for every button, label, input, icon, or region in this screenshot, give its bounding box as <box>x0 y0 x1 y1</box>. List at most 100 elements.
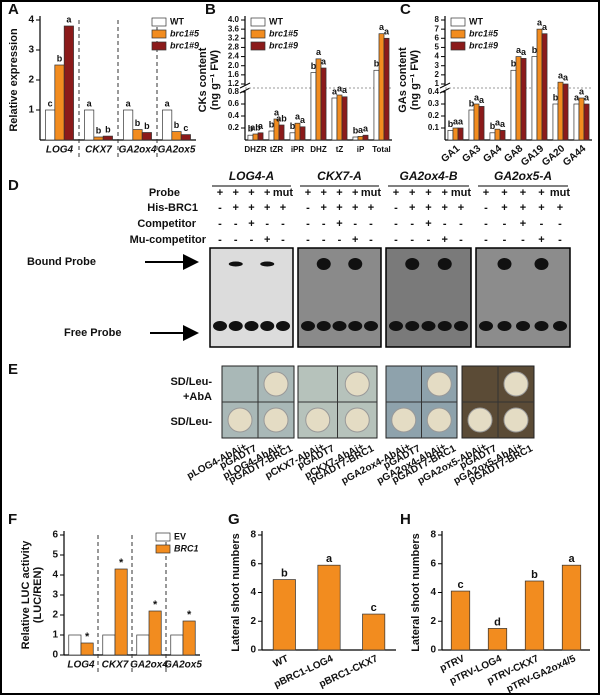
significance-letter: b <box>374 59 380 69</box>
significance-letter: a <box>326 553 333 565</box>
sign: - <box>353 218 357 230</box>
significance-letter: b <box>353 125 359 135</box>
x-tick-label: GA2ox4 <box>119 145 157 156</box>
significance-letter: a <box>274 107 280 117</box>
y-tick-label: 6 <box>430 558 436 569</box>
row-label: Competitor <box>137 218 196 230</box>
significance-letter: * <box>119 557 124 569</box>
x-tick-label: DHZ <box>310 145 327 154</box>
colony <box>263 407 289 433</box>
x-tick-label: CKX7 <box>85 145 112 156</box>
sign: - <box>503 218 507 230</box>
y-tick-label: 3.2 <box>228 33 240 42</box>
bound-band <box>497 258 512 270</box>
bar <box>102 135 113 141</box>
sign: - <box>459 234 463 246</box>
significance-letter: a <box>521 47 527 57</box>
sign: + <box>442 234 448 246</box>
sign: - <box>234 218 238 230</box>
sign: + <box>409 187 415 199</box>
y-axis-title: CKs content <box>197 47 209 112</box>
sign: + <box>264 187 270 199</box>
bar <box>272 579 296 651</box>
colony <box>305 407 331 433</box>
sign: - <box>394 218 398 230</box>
free-band <box>364 321 378 331</box>
significance-letter: b <box>531 569 538 581</box>
sign: + <box>557 202 563 214</box>
panel-label: G <box>228 511 240 528</box>
significance-letter: a <box>384 27 390 37</box>
sign: + <box>425 218 431 230</box>
gel <box>209 247 294 348</box>
sign: + <box>217 187 223 199</box>
bar <box>170 634 184 656</box>
bar <box>132 129 143 141</box>
significance-letter: a <box>363 124 369 134</box>
bar <box>487 628 508 651</box>
y-tick-label: 3.6 <box>228 24 240 33</box>
sign: - <box>540 218 544 230</box>
gel-title: GA2ox5-A <box>494 169 552 183</box>
y-tick-label: 2 <box>52 610 58 621</box>
x-tick-label: GA2ox4 <box>130 660 168 671</box>
sign: mut <box>361 187 382 199</box>
y-tick-label: 8 <box>430 530 436 541</box>
sign: - <box>558 218 562 230</box>
significance-letter: a <box>579 86 585 96</box>
sign: + <box>321 202 327 214</box>
y-axis-title: Relative expression <box>8 28 20 132</box>
y-tick-label: 2.8 <box>228 43 240 52</box>
free-band <box>213 321 227 331</box>
y-axis-title: (LUC/REN) <box>32 567 44 624</box>
significance-letter: c <box>183 123 188 133</box>
sign: - <box>218 202 222 214</box>
sign: + <box>393 187 399 199</box>
y-tick-label: 2 <box>435 70 440 79</box>
axis-break <box>439 82 451 89</box>
significance-letter: b <box>57 53 63 63</box>
legend-swatch <box>250 41 266 51</box>
bar <box>524 580 545 651</box>
y-axis-title: Lateral shoot numbers <box>410 533 422 652</box>
sign: - <box>250 234 254 246</box>
row-label: His-BRC1 <box>147 202 198 214</box>
significance-letter: b <box>490 121 496 131</box>
sign: + <box>538 187 544 199</box>
x-tick-label: tZ <box>336 145 344 154</box>
y-axis-title: (ng g⁻¹ FW) <box>409 50 421 111</box>
y-tick-label: 0.8 <box>228 87 240 96</box>
significance-letter: a <box>87 98 93 108</box>
significance-letter: a <box>584 92 590 102</box>
bar <box>278 124 285 141</box>
bound-band <box>437 258 452 270</box>
bar <box>148 610 162 656</box>
x-tick-label: LOG4 <box>46 145 74 156</box>
y-tick-label: 6 <box>52 530 58 541</box>
sign: + <box>501 202 507 214</box>
legend-label: WT <box>469 16 483 26</box>
bar <box>171 131 182 141</box>
y-tick-label: 2 <box>430 616 436 627</box>
gel <box>297 247 382 348</box>
significance-letter: b <box>448 119 454 129</box>
significance-letter: c <box>457 579 463 591</box>
colony <box>426 371 452 397</box>
significance-letter: b <box>105 124 111 134</box>
y-tick-label: 1.2 <box>228 79 240 88</box>
panel-label: F <box>8 511 17 528</box>
y-tick-label: 7 <box>435 24 440 33</box>
x-tick-label: DHZR <box>244 145 266 154</box>
free-band <box>244 321 259 331</box>
bar <box>299 126 306 141</box>
y-tick-label: 8 <box>435 15 440 24</box>
sign: + <box>280 202 286 214</box>
bar <box>336 94 343 141</box>
legend-swatch <box>151 17 167 27</box>
free-band <box>534 321 549 331</box>
bar <box>315 58 322 141</box>
free-band <box>389 321 403 331</box>
sign: - <box>265 218 269 230</box>
x-tick-label: iPR <box>291 145 305 154</box>
bound-band <box>228 261 243 267</box>
